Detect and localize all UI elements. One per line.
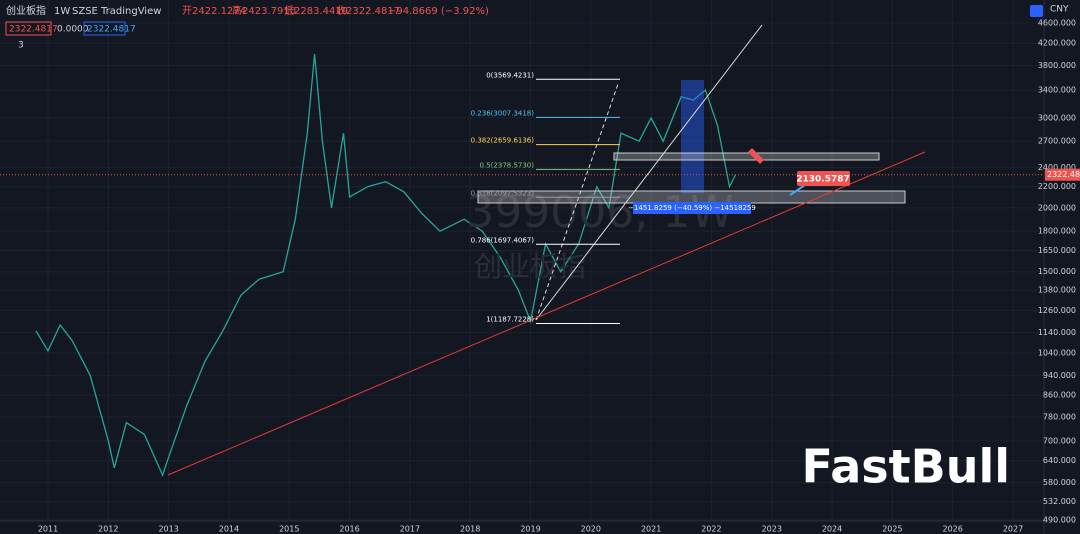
zone-box xyxy=(613,152,880,161)
fib-label: 0.618(2097.5323) xyxy=(471,189,535,197)
low: 低2283.4419 xyxy=(284,4,348,17)
y-tick-label: 2700.000 xyxy=(1038,137,1076,146)
y-tick-label: 1800.000 xyxy=(1038,227,1076,236)
callout: 2130.5787 xyxy=(796,175,850,185)
marker-icon xyxy=(748,148,764,164)
measure-label: −1451.8259 (−40.59%) −14518259 xyxy=(628,204,756,212)
trend-line xyxy=(167,151,926,476)
x-tick-label: 2016 xyxy=(339,525,359,534)
y-tick-label: 1140.000 xyxy=(1038,328,1076,337)
legend-value: 2322.4817 xyxy=(9,25,58,35)
brand: FastBull xyxy=(802,440,1010,494)
x-tick-label: 2023 xyxy=(762,525,782,534)
y-tick-label: 1260.000 xyxy=(1038,306,1076,315)
measure-box xyxy=(633,202,751,214)
interval: 1W xyxy=(54,6,70,17)
price-label-box xyxy=(1045,168,1080,181)
y-tick-label: 780.000 xyxy=(1043,412,1076,421)
y-tick-label: 940.000 xyxy=(1043,371,1076,380)
y-tick-label: 860.000 xyxy=(1043,391,1076,400)
x-tick-label: 2017 xyxy=(400,525,420,534)
exchange: SZSE xyxy=(72,6,98,17)
y-tick-label: 4600.000 xyxy=(1038,19,1076,28)
x-tick-label: 2018 xyxy=(460,525,480,534)
source: TradingView xyxy=(100,6,161,17)
x-tick-label: 2020 xyxy=(581,525,601,534)
fib-label: 1(1187.7228) xyxy=(486,316,534,324)
watermark: 创业板指 xyxy=(474,250,586,283)
y-tick-label: 3000.000 xyxy=(1038,113,1076,122)
price-label: 2322.4817 xyxy=(1047,170,1080,179)
high: 高2423.7910 xyxy=(232,4,296,17)
x-tick-label: 2015 xyxy=(279,525,299,534)
legend-value: 2322.4817 xyxy=(87,25,136,35)
x-tick-label: 2019 xyxy=(520,525,540,534)
y-tick-label: 1380.000 xyxy=(1038,286,1076,295)
y-tick-label: 3800.000 xyxy=(1038,61,1076,70)
trend-line xyxy=(535,24,763,321)
x-tick-label: 2027 xyxy=(1003,525,1023,534)
currency: CNY xyxy=(1050,5,1069,15)
y-tick-label: 3400.000 xyxy=(1038,86,1076,95)
change: −94.8669 (−3.92%) xyxy=(388,6,489,17)
y-tick-label: 580.000 xyxy=(1043,478,1076,487)
settings-button[interactable] xyxy=(1030,5,1043,17)
close: 收2322.4817 xyxy=(336,4,400,17)
fib-label: 0.236(3007.3418) xyxy=(471,109,535,117)
x-tick-label: 2011 xyxy=(38,525,58,534)
x-tick-label: 2012 xyxy=(98,525,118,534)
x-tick-label: 2013 xyxy=(158,525,178,534)
y-tick-label: 700.000 xyxy=(1043,436,1076,445)
fib-label: 0.382(2659.6136) xyxy=(471,137,535,145)
legend-value: 0.0000 xyxy=(57,25,89,35)
fib-label: 0.786(1697.4067) xyxy=(471,236,535,244)
fib-label: 0(3569.4231) xyxy=(486,71,534,79)
x-tick-label: 2021 xyxy=(641,525,661,534)
y-tick-label: 4200.000 xyxy=(1038,39,1076,48)
legend-box xyxy=(83,21,126,36)
y-tick-label: 1650.000 xyxy=(1038,246,1076,255)
y-tick-label: 532.000 xyxy=(1043,497,1076,506)
y-tick-label: 2400.000 xyxy=(1038,163,1076,172)
y-tick-label: 490.000 xyxy=(1043,516,1076,525)
legend-box xyxy=(5,21,52,36)
callout-box xyxy=(797,171,850,186)
y-tick-label: 1500.000 xyxy=(1038,267,1076,276)
y-tick-label: 1040.000 xyxy=(1038,348,1076,357)
y-tick-label: 640.000 xyxy=(1043,456,1076,465)
y-tick-label: 2000.000 xyxy=(1038,203,1076,212)
price-line xyxy=(35,53,737,477)
x-tick-label: 2022 xyxy=(701,525,721,534)
x-tick-label: 2025 xyxy=(882,525,902,534)
x-tick-label: 2026 xyxy=(943,525,963,534)
y-tick-label: 2200.000 xyxy=(1038,182,1076,191)
x-tick-label: 2024 xyxy=(822,525,842,534)
open: 开2422.1274 xyxy=(182,6,246,17)
fib-label: 0.5(2378.5730) xyxy=(480,161,535,169)
x-tick-label: 2014 xyxy=(219,525,239,534)
symbol: 创业板指 xyxy=(6,4,46,17)
indicator-count[interactable]: 3 xyxy=(18,41,24,51)
measure-range xyxy=(681,80,704,193)
